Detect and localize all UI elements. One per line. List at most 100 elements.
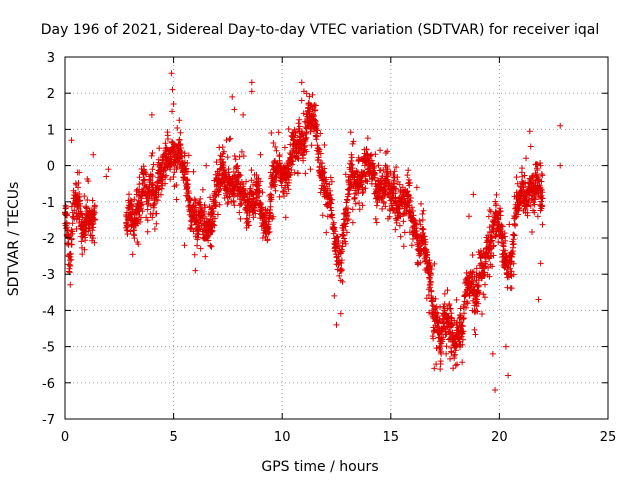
data-point <box>464 300 471 307</box>
data-point <box>202 253 209 260</box>
data-point <box>196 226 203 233</box>
data-point <box>81 193 88 200</box>
data-point <box>363 146 370 153</box>
data-point <box>489 237 496 244</box>
data-point <box>472 331 479 338</box>
data-point <box>312 102 319 109</box>
data-point <box>67 281 74 288</box>
data-point <box>451 352 458 359</box>
data-point <box>427 262 434 269</box>
data-point <box>538 194 545 201</box>
data-point <box>367 152 374 159</box>
data-point <box>225 166 232 173</box>
data-point <box>76 191 83 198</box>
data-point <box>79 214 86 221</box>
data-point <box>85 178 92 185</box>
data-point <box>162 174 169 181</box>
data-point <box>475 300 482 307</box>
data-point <box>268 130 275 137</box>
data-point <box>443 350 450 357</box>
data-point <box>461 310 468 317</box>
data-point <box>139 208 146 215</box>
data-point <box>379 205 386 212</box>
data-point <box>384 191 391 198</box>
data-point <box>197 201 204 208</box>
data-point <box>441 290 448 297</box>
data-point <box>539 202 546 209</box>
data-point <box>177 141 184 148</box>
data-point <box>288 166 295 173</box>
data-point <box>148 111 155 118</box>
data-point <box>285 125 292 132</box>
data-point <box>169 86 176 93</box>
data-point <box>68 256 75 263</box>
data-point <box>282 214 289 221</box>
data-point <box>248 79 255 86</box>
data-point <box>389 195 396 202</box>
data-point <box>81 246 88 253</box>
data-point <box>410 212 417 219</box>
data-point <box>213 159 220 166</box>
data-point <box>341 235 348 242</box>
data-points <box>62 70 564 394</box>
x-tick-label: 10 <box>274 430 291 445</box>
data-point <box>453 320 460 327</box>
data-point <box>328 178 335 185</box>
data-point <box>338 266 345 273</box>
data-point <box>431 260 438 267</box>
data-point <box>420 207 427 214</box>
data-point <box>476 290 483 297</box>
data-point <box>406 180 413 187</box>
data-point <box>253 194 260 201</box>
data-point <box>534 161 541 168</box>
data-point <box>338 248 345 255</box>
data-point <box>401 195 408 202</box>
data-point <box>231 202 238 209</box>
data-point <box>397 233 404 240</box>
data-point <box>481 294 488 301</box>
data-point <box>391 174 398 181</box>
data-point <box>68 203 75 210</box>
data-point <box>84 196 91 203</box>
data-point <box>510 241 517 248</box>
data-point <box>69 228 76 235</box>
data-point <box>82 237 89 244</box>
data-point <box>131 235 138 242</box>
data-point <box>440 334 447 341</box>
y-tick-label: -5 <box>42 341 55 356</box>
data-point <box>236 153 243 160</box>
data-point <box>346 185 353 192</box>
data-point <box>314 127 321 134</box>
data-point <box>515 211 522 218</box>
data-point <box>194 230 201 237</box>
data-point <box>288 157 295 164</box>
data-point <box>537 160 544 167</box>
data-point <box>281 193 288 200</box>
data-point <box>285 166 292 172</box>
data-point <box>328 200 335 207</box>
data-point <box>298 97 305 104</box>
data-point <box>285 165 292 172</box>
data-point <box>499 223 506 230</box>
data-point <box>273 147 280 154</box>
data-point <box>272 187 279 194</box>
data-point <box>437 366 444 373</box>
data-point <box>209 227 216 234</box>
data-point <box>296 123 303 130</box>
data-point <box>231 153 238 160</box>
data-point <box>436 344 443 351</box>
data-point <box>454 361 461 368</box>
data-point <box>369 160 376 167</box>
data-point <box>284 182 291 189</box>
data-point <box>539 195 546 202</box>
data-point <box>312 117 319 124</box>
data-point <box>197 195 204 202</box>
data-point <box>502 237 509 244</box>
x-tick-label: 20 <box>491 430 508 445</box>
data-point <box>131 196 138 203</box>
data-point <box>87 232 94 239</box>
data-point <box>300 147 307 154</box>
data-point <box>492 198 499 205</box>
data-point <box>149 181 156 188</box>
y-tick-label: 2 <box>47 87 55 102</box>
